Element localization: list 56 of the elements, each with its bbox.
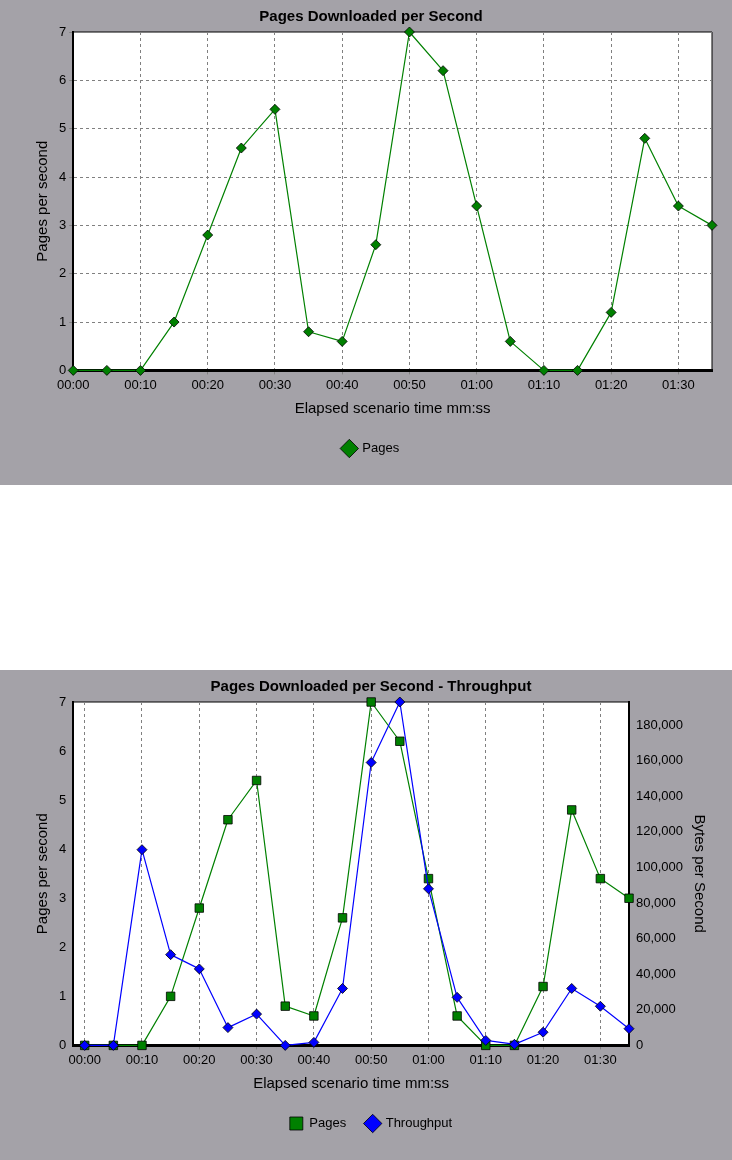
x-tick-label: 01:10 xyxy=(469,1051,503,1067)
x-tick-label: 01:20 xyxy=(594,376,628,392)
x-tick-label: 01:30 xyxy=(662,376,695,392)
y-tick-label: 7 xyxy=(59,693,67,709)
x-tick-label: 00:50 xyxy=(354,1051,388,1067)
y-tick-label: 2 xyxy=(59,265,67,281)
y2-tick-label: 60,000 xyxy=(636,930,676,946)
x-tick-label: 00:20 xyxy=(191,376,224,392)
x-axis-title: Elapsed scenario time mm:ss xyxy=(294,399,491,417)
legend-label: Pages xyxy=(362,440,400,456)
chart-title: Pages Downloaded per Second xyxy=(259,7,483,25)
y2-tick-label: 100,000 xyxy=(636,859,684,875)
y-axis-title: Pages per second xyxy=(33,140,51,262)
y2-tick-label: 40,000 xyxy=(636,965,676,981)
y2-axis-title: Bytes per Second xyxy=(691,814,709,933)
y2-tick-label: 20,000 xyxy=(636,1001,676,1017)
x-tick-label: 00:40 xyxy=(325,376,359,392)
x-axis-title: Elapsed scenario time mm:ss xyxy=(253,1074,450,1092)
x-tick-label: 00:20 xyxy=(183,1051,216,1067)
y-tick-label: 6 xyxy=(59,71,67,87)
x-tick-label: 01:30 xyxy=(584,1051,617,1067)
y-tick-label: 0 xyxy=(59,361,67,377)
x-tick-label: 00:40 xyxy=(297,1051,331,1067)
y2-tick-label: 160,000 xyxy=(636,752,684,768)
y-tick-label: 6 xyxy=(59,742,67,758)
x-tick-label: 01:20 xyxy=(526,1051,560,1067)
x-tick-label: 01:00 xyxy=(460,376,493,392)
x-tick-label: 00:50 xyxy=(393,376,426,392)
y-axis-title: Pages per second xyxy=(33,813,51,935)
y-tick-label: 1 xyxy=(59,313,67,329)
y-tick-label: 5 xyxy=(59,120,67,136)
y-tick-label: 4 xyxy=(59,840,67,856)
y-tick-label: 7 xyxy=(59,23,67,39)
y2-tick-label: 120,000 xyxy=(636,823,684,839)
x-tick-label: 00:10 xyxy=(125,1051,159,1067)
chart-title: Pages Downloaded per Second - Throughput xyxy=(210,677,532,695)
x-tick-label: 01:00 xyxy=(412,1051,445,1067)
y2-tick-label: 80,000 xyxy=(636,894,676,910)
x-tick-label: 00:00 xyxy=(56,376,90,392)
y-tick-label: 3 xyxy=(59,216,67,232)
x-tick-label: 00:10 xyxy=(124,376,157,392)
y-tick-label: 5 xyxy=(59,791,67,807)
y-tick-label: 4 xyxy=(59,168,67,184)
legend-label: Throughput xyxy=(385,1115,453,1131)
x-tick-label: 01:10 xyxy=(527,376,561,392)
y-tick-label: 1 xyxy=(59,987,67,1003)
y-tick-label: 0 xyxy=(59,1036,67,1052)
y2-tick-label: 140,000 xyxy=(636,787,684,803)
y2-tick-label: 180,000 xyxy=(636,716,684,732)
legend-label: Pages xyxy=(309,1115,347,1131)
y2-tick-label: 0 xyxy=(636,1036,644,1052)
x-tick-label: 00:30 xyxy=(258,376,292,392)
x-tick-label: 00:30 xyxy=(240,1051,273,1067)
x-tick-label: 00:00 xyxy=(68,1051,101,1067)
y-tick-label: 3 xyxy=(59,889,67,905)
y-tick-label: 2 xyxy=(59,938,67,954)
